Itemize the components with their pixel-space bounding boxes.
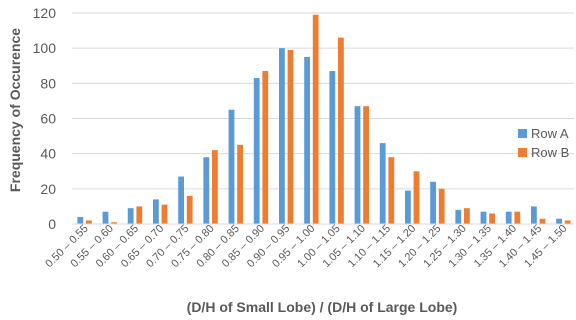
legend-label: Row A [531, 126, 569, 141]
bar-row-b [287, 49, 294, 224]
x-tick-labels: 0.50 – 0.550.55 – 0.600.60 – 0.650.65 – … [43, 223, 569, 270]
bar-row-b [539, 218, 546, 224]
bar-row-a [405, 190, 411, 224]
bar-row-a [354, 106, 361, 224]
y-tick-label: 20 [40, 181, 56, 197]
bar-row-b [464, 208, 470, 224]
bar-row-b [136, 206, 143, 224]
bar-row-a [379, 143, 386, 224]
bars [77, 14, 571, 225]
bar-row-a [455, 209, 462, 224]
legend-label: Row B [531, 145, 569, 160]
bar-row-a [253, 78, 260, 224]
bar-row-a [102, 211, 109, 224]
y-tick-label: 100 [33, 40, 57, 56]
bar-row-a [505, 211, 512, 224]
bar-row-b [514, 211, 521, 224]
bar-row-b [161, 204, 168, 224]
bar-row-a [279, 48, 285, 224]
bar-row-a [430, 181, 436, 224]
bar-row-a [480, 211, 487, 224]
bar-row-a [77, 216, 84, 224]
bar-row-a [178, 176, 184, 224]
bar-row-a [556, 218, 562, 224]
bar-row-b [212, 150, 218, 224]
bar-row-b [186, 195, 193, 224]
y-tick-label: 60 [40, 111, 56, 127]
bar-row-a [228, 109, 235, 224]
legend: Row A Row B [518, 126, 569, 160]
bar-row-a [531, 206, 537, 224]
y-axis-title: Frequency of Occurence [7, 28, 23, 192]
bar-row-b [338, 37, 344, 224]
bar-row-a [203, 157, 210, 224]
bar-row-b [86, 220, 92, 224]
y-tick-label: 120 [33, 5, 57, 21]
y-tick-label: 0 [48, 216, 56, 232]
gridlines [72, 12, 574, 190]
bar-row-b [438, 188, 445, 224]
bar-row-b [312, 14, 319, 225]
bar-row-b [111, 222, 117, 224]
x-axis-title: (D/H of Small Lobe) / (D/H of Large Lobe… [187, 299, 458, 315]
bar-row-a [329, 71, 336, 225]
y-tick-label: 40 [40, 146, 56, 162]
bar-row-b [363, 106, 369, 224]
y-tick-label: 80 [40, 75, 56, 91]
y-tick-labels: 0 20 40 60 80 100 120 [33, 5, 57, 232]
bar-row-b [388, 157, 395, 224]
legend-swatch [518, 129, 527, 138]
bar-row-b [489, 213, 495, 224]
bar-row-b [237, 144, 243, 224]
bar-row-b [262, 71, 269, 225]
bar-row-b [564, 220, 571, 224]
legend-swatch [518, 148, 527, 157]
bar-row-a [304, 56, 310, 225]
bar-row-a [153, 199, 159, 224]
bar-row-b [413, 171, 420, 224]
bar-row-a [127, 208, 134, 224]
